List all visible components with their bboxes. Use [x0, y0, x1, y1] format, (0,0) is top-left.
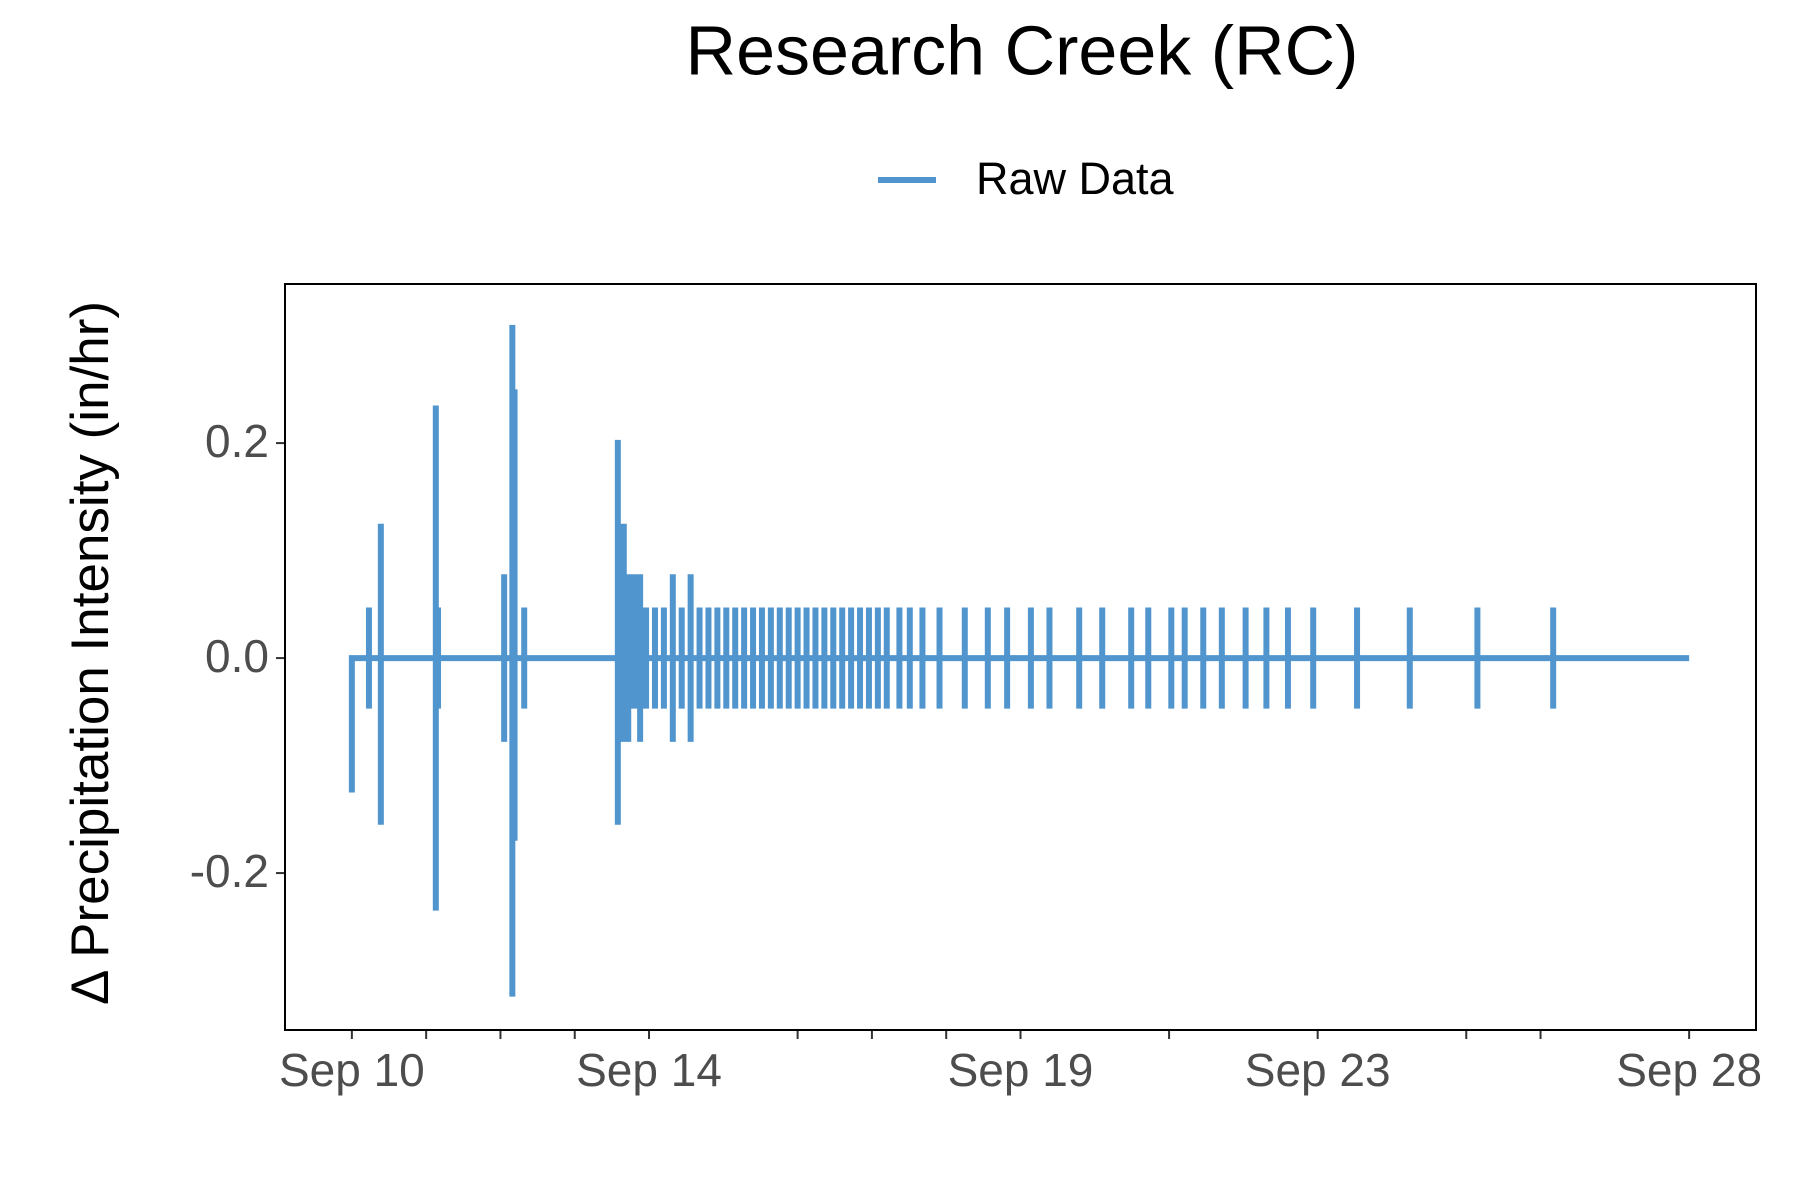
chart-title: Research Creek (RC) [686, 11, 1359, 89]
x-tick-label: Sep 14 [576, 1044, 722, 1096]
y-axis-label: Δ Precipitation Intensity (in/hr) [61, 301, 120, 1005]
x-tick-label: Sep 28 [1616, 1044, 1762, 1096]
y-tick-label: 0.2 [205, 415, 269, 467]
x-tick-label: Sep 19 [948, 1044, 1094, 1096]
x-tick-label: Sep 10 [279, 1044, 425, 1096]
data-line [348, 324, 1690, 997]
y-tick-label: 0.0 [205, 630, 269, 682]
plot-frame [284, 283, 1757, 1031]
x-tick-label: Sep 23 [1245, 1044, 1391, 1096]
y-tick-label: -0.2 [190, 845, 269, 897]
legend-label: Raw Data [976, 153, 1175, 204]
